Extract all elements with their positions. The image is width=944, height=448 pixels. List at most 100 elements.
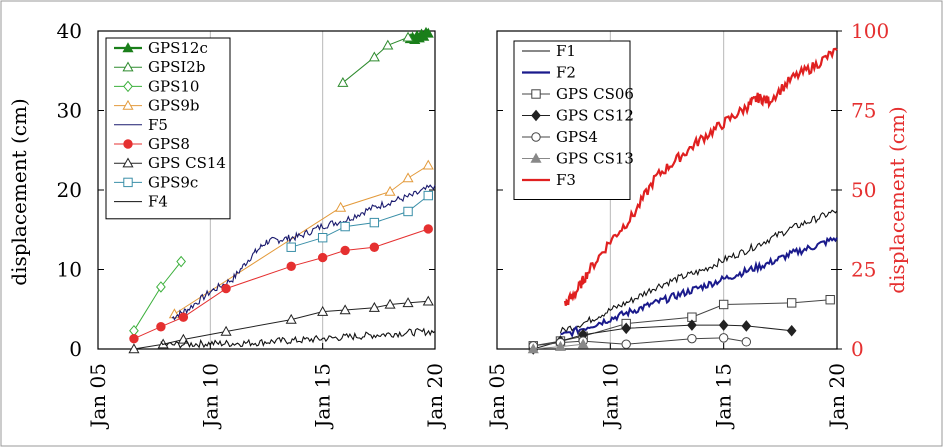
data-point-gps-cs14 bbox=[128, 343, 140, 354]
y-tick-label: 20 bbox=[57, 178, 82, 202]
data-point-gps-cs13 bbox=[527, 343, 539, 354]
legend-box bbox=[513, 40, 631, 200]
legend-marker-gps-cs13 bbox=[530, 152, 542, 163]
y2-tick-label: 0 bbox=[851, 337, 864, 361]
data-point-gps9b bbox=[422, 159, 434, 170]
legend-label-gpsi2b: GPSI2b bbox=[148, 58, 205, 76]
legend-label-f3: F3 bbox=[556, 171, 576, 189]
data-point-gps8 bbox=[129, 333, 139, 344]
x-tick-label: Jan 10 bbox=[598, 363, 622, 430]
data-point-gps8 bbox=[221, 283, 231, 294]
legend-marker-gps8 bbox=[123, 139, 133, 149]
y-axis-label: displacement (cm) bbox=[7, 98, 31, 285]
y-tick-label: 0 bbox=[69, 337, 82, 361]
series-line-f5 bbox=[171, 184, 436, 321]
data-point-gps-cs06 bbox=[825, 295, 835, 305]
left-chart: 0 10 20 30 40 Jan 05 Jan 10 Jan 15 Jan 20 displac… bbox=[7, 19, 447, 430]
data-point-gps8 bbox=[178, 312, 189, 322]
data-point-gps-cs14 bbox=[220, 325, 232, 336]
x-tick-label: Jan 20 bbox=[825, 363, 849, 430]
series-f5 bbox=[171, 184, 436, 321]
series-line-gps9c bbox=[291, 195, 429, 248]
series-line-gpsi2b bbox=[342, 36, 409, 84]
data-point-gpsi2b bbox=[402, 31, 414, 42]
data-point-gps8 bbox=[340, 245, 350, 256]
data-point-gps9c bbox=[286, 242, 296, 252]
series-line-f1 bbox=[559, 209, 838, 334]
data-point-gps-cs14 bbox=[368, 301, 380, 312]
y2-tick-label: 100 bbox=[851, 19, 889, 43]
data-point-gps9c bbox=[317, 233, 328, 243]
legend-label-f2: F2 bbox=[556, 64, 576, 82]
y2-axis-label: displacement (cm) bbox=[885, 106, 909, 293]
data-point-gps9b bbox=[168, 308, 180, 319]
data-point-gps9c bbox=[340, 221, 350, 232]
series-gps9b bbox=[168, 159, 434, 319]
legend-marker-gpsi2b bbox=[122, 61, 134, 72]
series-line-f4 bbox=[160, 327, 436, 349]
data-point-gps8 bbox=[317, 252, 328, 263]
series-gps10 bbox=[129, 255, 186, 337]
legend-label-gps9b: GPS9b bbox=[148, 97, 200, 115]
legend-label-gps-cs14: GPS CS14 bbox=[148, 154, 226, 172]
data-point-gps-cs13 bbox=[577, 338, 589, 349]
data-point-gps-cs13 bbox=[554, 340, 567, 351]
data-point-gps-cs14 bbox=[422, 295, 434, 306]
y-tick-label: 40 bbox=[57, 19, 82, 43]
x-tick-label: Jan 05 bbox=[86, 363, 110, 430]
x-tick-label: Jan 15 bbox=[712, 363, 736, 430]
data-point-gps4 bbox=[687, 333, 697, 344]
right-chart: Jan 05 Jan 10 Jan 15 Jan 200 25 50 75 100 displa… bbox=[485, 19, 909, 430]
series-line-gps-cs06 bbox=[533, 299, 831, 347]
data-point-gps-cs12 bbox=[718, 319, 729, 331]
data-point-gps10 bbox=[156, 281, 166, 293]
series-line-gps4 bbox=[533, 337, 747, 347]
data-point-gps8 bbox=[286, 261, 296, 272]
data-point-gps9b bbox=[402, 172, 414, 183]
legend-label-f1: F1 bbox=[556, 42, 576, 60]
legend-label-gps9c: GPS9c bbox=[148, 173, 198, 191]
legend-marker-gps12c bbox=[122, 42, 134, 53]
legend-marker-gps-cs06 bbox=[531, 89, 541, 99]
series-f1 bbox=[559, 209, 838, 334]
data-point-gps-cs14 bbox=[384, 298, 396, 309]
legend-label-gps-cs06: GPS CS06 bbox=[556, 85, 634, 103]
data-point-gps-cs14 bbox=[285, 313, 297, 324]
data-point-gps8 bbox=[369, 242, 380, 252]
legend-marker-gps9b bbox=[122, 99, 134, 110]
x-tick-label: Jan 15 bbox=[311, 363, 335, 430]
series-line-f2 bbox=[560, 236, 838, 338]
series-gps-cs13 bbox=[527, 338, 589, 354]
legend-label-gps8: GPS8 bbox=[148, 135, 190, 153]
data-point-gps-cs14 bbox=[339, 304, 351, 315]
legend-label-gps10: GPS10 bbox=[148, 77, 199, 95]
data-point-gps10 bbox=[176, 255, 186, 268]
legend-marker-gps-cs12 bbox=[531, 109, 541, 122]
data-point-gps4 bbox=[718, 333, 729, 343]
series-f3 bbox=[563, 47, 838, 306]
x-tick-label: Jan 10 bbox=[198, 363, 222, 430]
data-point-gps-cs12 bbox=[786, 324, 797, 337]
data-point-gps9c bbox=[403, 206, 413, 217]
data-point-gpsi2b bbox=[337, 76, 349, 87]
legend-marker-gps9c bbox=[123, 177, 133, 188]
data-point-gpsi2b bbox=[368, 51, 380, 62]
data-point-gps9c bbox=[423, 190, 433, 201]
series-f4 bbox=[160, 327, 436, 349]
data-point-gps-cs12 bbox=[741, 320, 752, 332]
data-point-gps8 bbox=[423, 224, 433, 234]
data-point-gps9b bbox=[384, 185, 396, 196]
data-point-gps9b bbox=[335, 201, 347, 212]
data-point-gpsi2b bbox=[382, 39, 394, 50]
data-point-gps-cs12 bbox=[687, 319, 697, 331]
x-tick-label: Jan 20 bbox=[423, 363, 447, 430]
y2-tick-label: 50 bbox=[851, 178, 876, 202]
y2-tick-label: 25 bbox=[851, 258, 876, 282]
y-tick-label: 30 bbox=[57, 99, 82, 123]
legend: F1 F2 GPS CS06 GPS CS12 GPS4 GPS CS13 F3 bbox=[513, 40, 634, 200]
data-point-gps-cs14 bbox=[317, 305, 329, 316]
series-line-gps10 bbox=[133, 261, 182, 331]
series-gps9c bbox=[286, 190, 433, 252]
